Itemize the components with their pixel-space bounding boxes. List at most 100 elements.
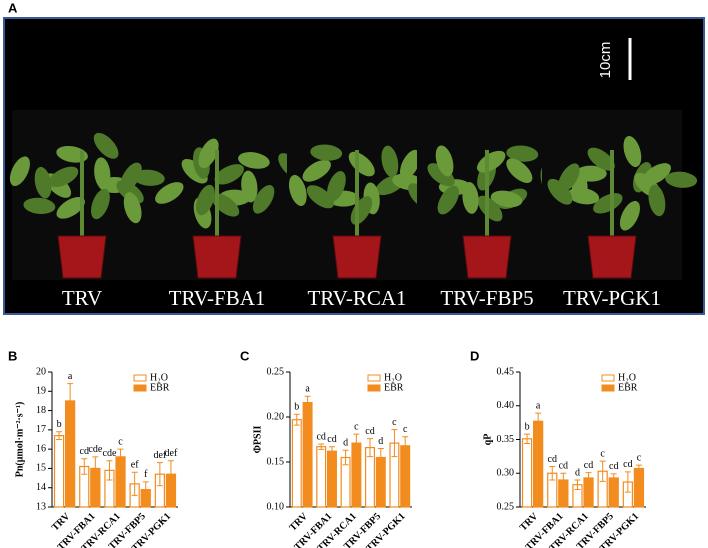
legend-label: H₂O — [384, 372, 402, 383]
pot — [332, 235, 382, 279]
plant-label: TRV-FBA1 — [169, 286, 266, 310]
error-bar — [635, 464, 642, 473]
y-tick-label: 18 — [36, 405, 46, 416]
error-bar — [318, 443, 325, 450]
leaf — [238, 152, 270, 169]
leaf — [462, 181, 479, 214]
legend-swatch — [133, 374, 147, 382]
legend-label: EBR — [150, 382, 170, 393]
significance-letter: a — [68, 371, 73, 382]
leaf — [196, 184, 215, 216]
leaf — [198, 138, 219, 169]
leaf — [241, 170, 258, 203]
leaf — [326, 171, 346, 202]
leaf — [476, 150, 506, 173]
leaf — [56, 196, 85, 219]
leaf — [547, 178, 573, 205]
plants — [9, 110, 698, 280]
y-tick-label: 17 — [36, 424, 46, 435]
pot — [587, 235, 637, 279]
pot — [57, 235, 107, 279]
pot — [462, 235, 512, 279]
leaf — [123, 192, 142, 224]
error-bar — [610, 473, 617, 483]
significance-letter: cd — [365, 426, 374, 437]
legend-swatch — [601, 374, 615, 382]
leaf — [648, 184, 666, 217]
y-tick-label: 0.25 — [497, 501, 515, 512]
leaf — [399, 149, 421, 180]
leaf — [34, 166, 52, 199]
leaf — [310, 144, 343, 161]
y-tick-label: 0.30 — [497, 468, 515, 479]
significance-letter: c — [403, 424, 408, 435]
leaf — [23, 197, 56, 214]
leaf — [593, 193, 623, 214]
bar — [532, 420, 544, 508]
plant-label: TRV-PGK1 — [563, 286, 661, 310]
error-bar — [585, 472, 592, 484]
leaf — [91, 188, 110, 220]
error-bar — [117, 448, 124, 466]
legend-label: EBR — [384, 382, 404, 393]
leaf — [94, 157, 111, 190]
significance-letter: d — [575, 467, 580, 478]
legend-label: EBR — [618, 382, 638, 393]
panel-label: B — [8, 348, 17, 363]
error-bar — [560, 472, 567, 488]
error-bar — [402, 436, 409, 456]
significance-letter: cd — [316, 431, 325, 442]
significance-letter: cd — [327, 434, 336, 445]
bar — [302, 402, 313, 508]
bar — [291, 419, 302, 508]
panel-label: A — [8, 0, 18, 15]
y-tick-label: 0.35 — [497, 434, 515, 445]
error-bar — [131, 471, 138, 496]
legend-swatch — [367, 374, 381, 382]
bar — [521, 438, 533, 508]
error-bar — [342, 449, 349, 466]
bar — [316, 446, 327, 508]
plant-label: TRV-FBP5 — [440, 286, 533, 310]
leaf — [9, 156, 30, 187]
significance-letter: f — [144, 469, 148, 480]
leaf — [306, 185, 335, 209]
plant-label: TRV — [62, 286, 102, 310]
error-bar — [574, 479, 581, 490]
pot — [192, 235, 242, 279]
bar — [351, 442, 362, 508]
y-tick-label: 20 — [36, 366, 46, 377]
leaf — [506, 145, 539, 162]
significance-letter: cd — [548, 454, 557, 465]
leaf — [490, 190, 523, 208]
bar — [53, 435, 65, 508]
significance-letter: def — [165, 448, 178, 459]
error-bar — [304, 395, 311, 410]
error-bar — [624, 471, 631, 493]
leaf — [252, 184, 275, 214]
significance-letter: d — [343, 438, 348, 449]
significance-letter: ef — [131, 460, 139, 471]
error-bar — [524, 433, 531, 445]
significance-letter: cde — [88, 444, 102, 455]
significance-letter: c — [118, 436, 123, 447]
y-axis-label: qP — [482, 434, 493, 446]
y-axis-label: ΦPSII — [252, 426, 263, 454]
leaf — [381, 145, 399, 178]
leaf — [427, 163, 455, 187]
y-axis-label: Pn(μmol·m⁻²·s⁻¹) — [14, 402, 25, 478]
significance-letter: cd — [609, 461, 618, 472]
y-tick-label: 14 — [36, 482, 46, 493]
leaf — [437, 185, 460, 215]
error-bar — [67, 383, 74, 419]
error-bar — [549, 466, 556, 481]
error-bar — [391, 429, 398, 458]
legend-swatch — [601, 384, 615, 392]
error-bar — [535, 412, 542, 430]
error-bar — [328, 446, 335, 457]
leaf — [48, 166, 79, 188]
significance-letter: c — [637, 452, 642, 463]
significance-letter: c — [600, 448, 605, 459]
significance-letter: cde — [103, 448, 117, 459]
